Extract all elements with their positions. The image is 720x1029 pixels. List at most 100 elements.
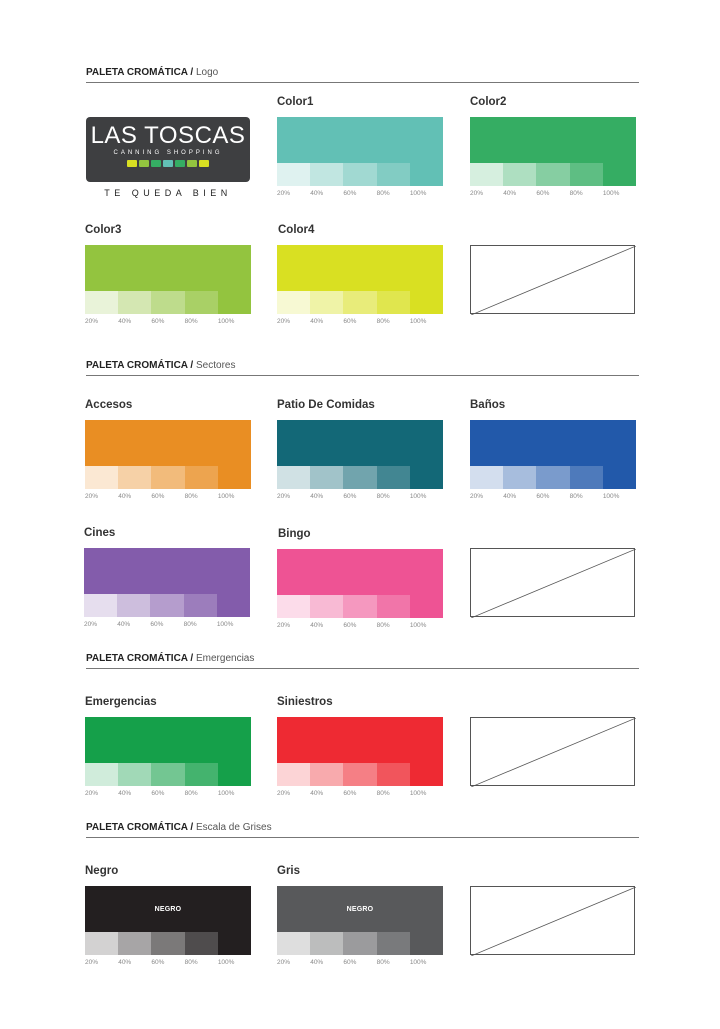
logo-dot [127, 160, 137, 167]
swatch-tints [85, 291, 252, 314]
title-cines: Cines [84, 527, 116, 539]
tint-percent-labels: 20% 40% 60% 80% 100% [85, 493, 251, 500]
tint-percent-label: 60% [536, 190, 550, 197]
tint-chip [343, 595, 377, 618]
logo-subtitle: CANNING SHOPPING [113, 150, 223, 156]
tint-chip [376, 466, 410, 489]
tint-chip [217, 763, 252, 786]
title-color4: Color4 [278, 224, 315, 236]
swatch-negro: NEGRO 20% 40% 60% 80% 100% [85, 886, 252, 966]
logo-dot [187, 160, 197, 167]
tint-percent-label: 40% [118, 959, 132, 966]
title-gris: Gris [277, 865, 301, 877]
tint-chip [409, 163, 444, 186]
tint-chip [409, 763, 444, 786]
swatch-tints [85, 466, 252, 489]
tint-chip [217, 466, 252, 489]
tint-chip [343, 163, 377, 186]
tint-chip [310, 595, 344, 618]
tint-percent-label: 20% [85, 959, 99, 966]
tint-chip [277, 763, 311, 786]
tint-chip [217, 932, 252, 955]
swatch-banos: 20% 40% 60% 80% 100% [470, 420, 637, 500]
tint-chip [376, 291, 410, 314]
tint-percent-label: 80% [376, 318, 390, 325]
swatch-color1: 20% 40% 60% 80% 100% [277, 117, 444, 197]
section-header-emergencias: PALETA CROMÁTICA / Emergencias [86, 653, 639, 669]
empty-placeholder [470, 548, 636, 618]
tint-chip [376, 595, 410, 618]
swatch-accesos: 20% 40% 60% 80% 100% [85, 420, 252, 500]
brand-logo: LAS TOSCAS CANNING SHOPPING [86, 117, 250, 182]
empty-placeholder [470, 245, 636, 315]
swatch-main-color [85, 420, 251, 466]
tint-percent-label: 20% [85, 790, 99, 797]
swatch-bingo: 20% 40% 60% 80% 100% [277, 549, 444, 629]
tint-percent-label: 20% [470, 190, 484, 197]
swatch-tints [84, 594, 251, 617]
tint-percent-label: 100% [409, 790, 427, 797]
tint-chip [602, 466, 637, 489]
tint-percent-label: 60% [343, 790, 357, 797]
swatch-main-color [85, 717, 251, 763]
swatch-tints [277, 763, 444, 786]
swatch-main-color [470, 117, 636, 163]
tint-chip [150, 594, 184, 617]
logo-dot [163, 160, 173, 167]
tint-percent-label: 80% [184, 790, 198, 797]
tint-percent-label: 40% [310, 190, 324, 197]
logo-name: LAS TOSCAS [90, 122, 246, 149]
tint-chip [343, 763, 377, 786]
title-patio: Patio De Comidas [277, 399, 375, 411]
swatch-tints [277, 466, 444, 489]
logo-tagline: TE QUEDA BIEN [104, 188, 232, 198]
title-siniestros: Siniestros [277, 696, 333, 708]
tint-chip [310, 932, 344, 955]
tint-percent-label: 20% [277, 622, 291, 629]
section-header-sectores: PALETA CROMÁTICA / Sectores [86, 360, 639, 376]
tint-percent-label: 40% [310, 622, 324, 629]
tint-percent-labels: 20% 40% 60% 80% 100% [470, 190, 636, 197]
tint-percent-label: 100% [217, 790, 235, 797]
tint-chip [343, 466, 377, 489]
tint-chip [151, 291, 185, 314]
tint-percent-label: 80% [184, 493, 198, 500]
logo-dot [199, 160, 209, 167]
swatch-tints [277, 932, 444, 955]
tint-percent-label: 100% [602, 493, 620, 500]
tint-percent-labels: 20% 40% 60% 80% 100% [470, 493, 636, 500]
tint-percent-label: 60% [343, 318, 357, 325]
logo-dot [139, 160, 149, 167]
swatch-main-color [277, 420, 443, 466]
tint-percent-labels: 20% 40% 60% 80% 100% [277, 622, 443, 629]
tint-chip [184, 763, 218, 786]
swatch-siniestros: 20% 40% 60% 80% 100% [277, 717, 444, 797]
tint-percent-labels: 20% 40% 60% 80% 100% [84, 621, 250, 628]
tint-chip [151, 466, 185, 489]
tint-chip [310, 291, 344, 314]
swatch-cines: 20% 40% 60% 80% 100% [84, 548, 251, 628]
tint-chip [85, 932, 119, 955]
section-header-grises: PALETA CROMÁTICA / Escala de Grises [86, 822, 639, 838]
tint-percent-label: 60% [343, 493, 357, 500]
title-emergencias: Emergencias [85, 696, 157, 708]
tint-chip [118, 763, 152, 786]
tint-chip [376, 932, 410, 955]
tint-percent-label: 20% [277, 493, 291, 500]
tint-chip [536, 466, 570, 489]
tint-chip [310, 466, 344, 489]
tint-percent-label: 80% [376, 790, 390, 797]
tint-percent-label: 80% [376, 493, 390, 500]
tint-percent-label: 100% [217, 318, 235, 325]
tint-percent-label: 100% [409, 318, 427, 325]
swatch-inner-label: NEGRO [154, 905, 182, 913]
tint-chip [277, 466, 311, 489]
swatch-tints [277, 595, 444, 618]
tint-percent-label: 60% [151, 318, 165, 325]
title-color2: Color2 [470, 96, 507, 108]
swatch-color4: 20% 40% 60% 80% 100% [277, 245, 444, 325]
title-banos: Baños [470, 399, 506, 411]
title-negro: Negro [85, 865, 119, 877]
tint-chip [84, 594, 118, 617]
empty-placeholder [470, 717, 636, 787]
